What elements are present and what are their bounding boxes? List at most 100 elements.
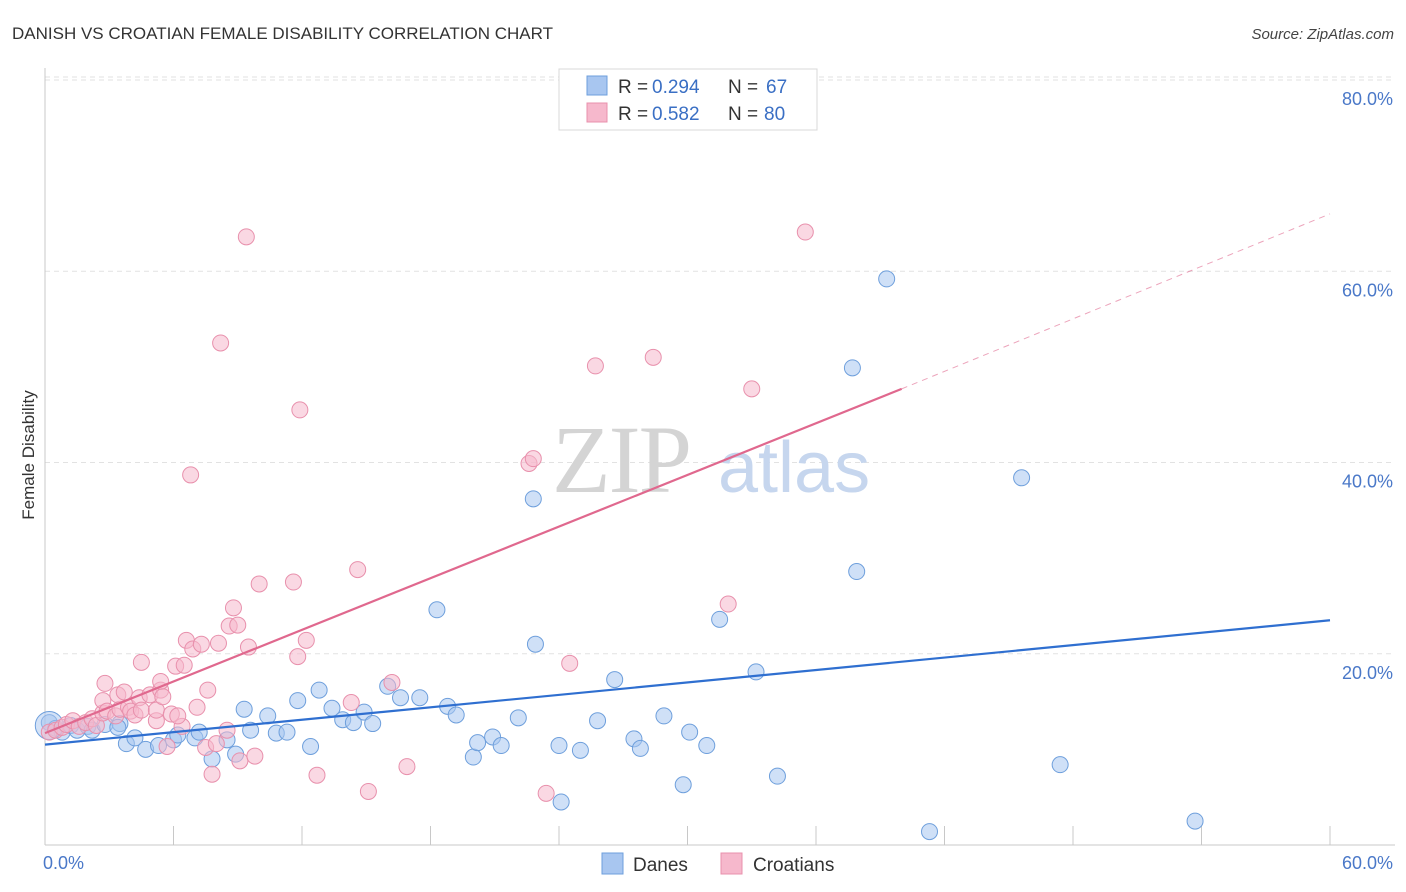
y-tick-labels: 20.0% 40.0% 60.0% 80.0% [1342,89,1393,683]
data-point-croatians [115,683,133,701]
bottom-legend-label-croatians: Croatians [753,855,834,876]
data-point-danes [698,737,716,755]
data-point-croatians [169,707,187,725]
data-point-croatians [250,575,268,593]
legend-n-value-danes: 67 [766,77,787,98]
data-point-croatians [175,656,193,674]
data-point-croatians [537,784,555,802]
bottom-legend-swatch-croatians [720,852,743,875]
data-point-croatians [188,698,206,716]
data-point-danes [1013,469,1031,487]
data-point-danes [571,741,589,759]
y-tick-label: 40.0% [1342,472,1393,492]
watermark-atlas: atlas [718,428,870,508]
data-point-danes [550,737,568,755]
bottom-legend-swatch-danes [601,852,624,875]
data-point-danes [655,707,673,725]
legend-r-label-croatians: R = [618,104,648,125]
data-point-croatians [158,738,176,756]
data-point-danes [190,723,208,741]
data-point-danes [492,737,510,755]
data-point-danes [711,610,729,628]
data-point-croatians [229,616,247,634]
trend-line-extension-croatians [901,213,1331,390]
data-point-croatians [96,674,114,692]
data-point-danes [921,823,939,841]
legend-n-label-danes: N = [728,77,758,98]
legend-r-value-croatians: 0.582 [652,104,700,125]
data-point-croatians [154,688,172,706]
watermark: ZIP atlas [552,406,870,513]
data-point-danes [310,681,328,699]
data-point-danes [464,748,482,766]
series-legend: Danes Croatians [601,852,834,876]
data-point-croatians [719,595,737,613]
data-point-croatians [218,721,236,739]
data-point-danes [681,723,699,741]
watermark-zip: ZIP [552,406,690,513]
data-point-croatians [342,694,360,712]
data-point-danes [302,738,320,756]
data-point-danes [364,715,382,733]
trend-lines [44,213,1331,746]
data-point-croatians [284,573,302,591]
data-point-croatians [359,782,377,800]
data-point-danes [631,739,649,757]
gridlines [45,76,1395,655]
data-point-croatians [398,758,416,776]
data-point-danes [1186,812,1204,830]
data-point-croatians [199,681,217,699]
y-tick-label: 80.0% [1342,89,1393,109]
data-point-croatians [383,673,401,691]
data-point-croatians [224,599,242,617]
legend-n-label-croatians: N = [728,104,758,125]
data-point-croatians [297,631,315,649]
chart-title: DANISH VS CROATIAN FEMALE DISABILITY COR… [12,24,553,43]
data-point-danes [509,709,527,727]
legend-r-value-danes: 0.294 [652,77,700,98]
trend-line-croatians [44,387,903,735]
data-point-croatians [182,466,200,484]
x-tick-label: 60.0% [1342,853,1393,873]
data-point-croatians [586,357,604,375]
data-point-danes [411,689,429,707]
y-axis-label: Female Disability [19,390,38,520]
trend-line-danes [44,619,1331,746]
x-tick-label: 0.0% [43,853,84,873]
data-point-croatians [231,752,249,770]
data-point-croatians [524,450,542,468]
legend-r-label-danes: R = [618,77,648,98]
data-point-danes [469,734,487,752]
data-point-danes [392,689,410,707]
data-point-danes [126,729,144,747]
data-point-danes [235,700,253,718]
data-point-croatians [796,223,814,241]
data-point-croatians [743,380,761,398]
legend-swatch-croatians [586,102,608,123]
series-croatians [40,223,814,802]
data-point-danes [524,490,542,508]
data-point-croatians [308,766,326,784]
data-point-danes [552,793,570,811]
legend-n-value-croatians: 80 [764,104,785,125]
stats-legend: R = 0.294 N = 67 R = 0.582 N = 80 [558,68,818,131]
data-point-croatians [246,747,264,765]
data-point-croatians [561,654,579,672]
data-point-danes [747,663,765,681]
y-tick-label: 60.0% [1342,280,1393,300]
data-point-danes [1051,756,1069,774]
data-point-danes [606,671,624,689]
data-point-croatians [349,561,367,579]
data-point-croatians [289,648,307,666]
data-point-danes [242,721,260,739]
data-point-croatians [203,765,221,783]
data-point-croatians [192,635,210,653]
data-point-croatians [237,228,255,246]
data-point-danes [878,270,896,288]
data-point-danes [428,601,446,619]
chart-source: Source: ZipAtlas.com [1251,26,1394,43]
data-point-croatians [132,701,150,719]
data-point-danes [278,723,296,741]
data-point-croatians [644,348,662,366]
data-point-danes [843,359,861,377]
